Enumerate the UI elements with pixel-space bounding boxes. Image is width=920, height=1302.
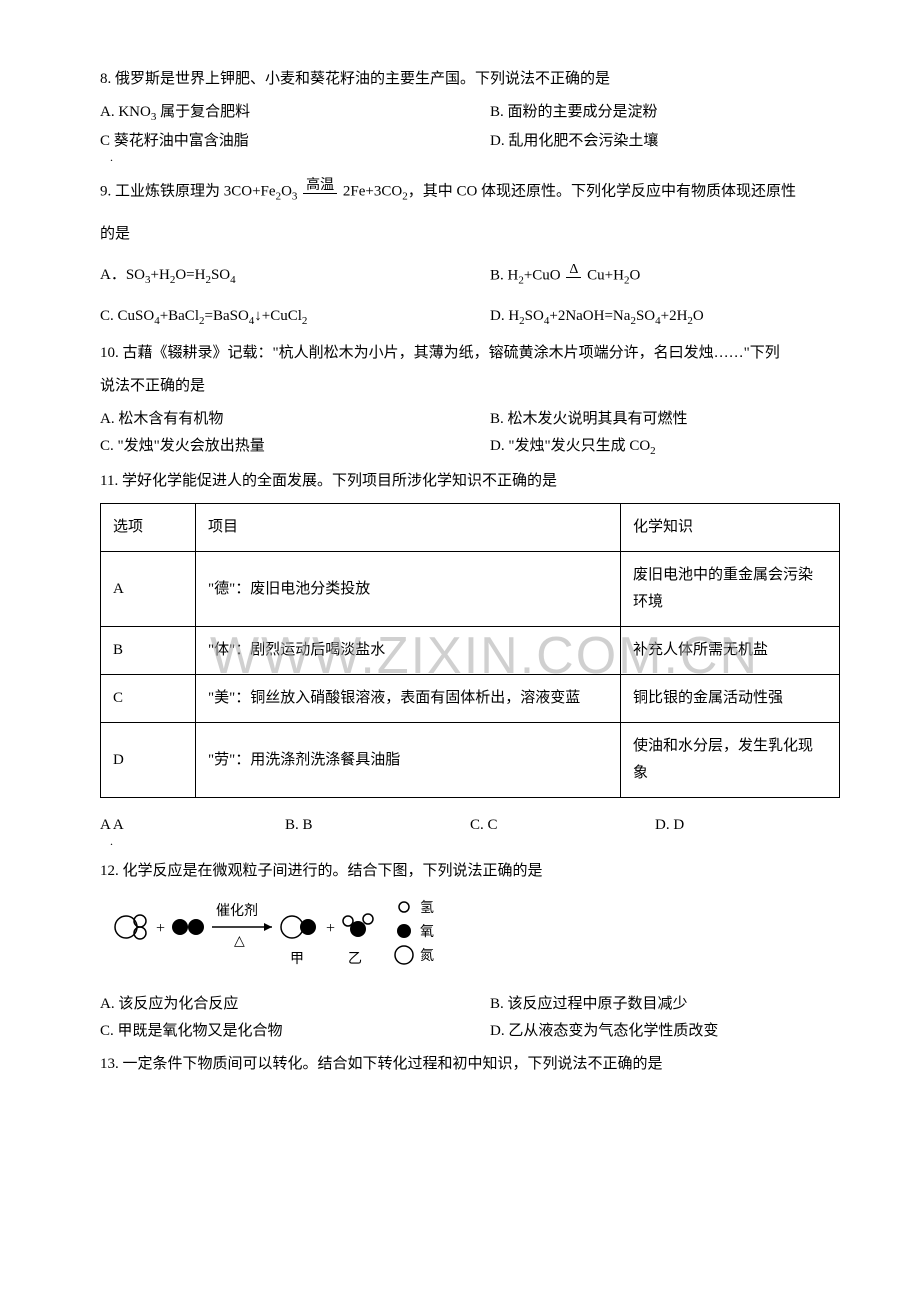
q8-stem: 8. 俄罗斯是世界上钾肥、小麦和葵花籽油的主要生产国。下列说法不正确的是 bbox=[100, 66, 840, 93]
q12-stem: 12. 化学反应是在微观粒子间进行的。结合下图，下列说法正确的是 bbox=[100, 858, 840, 885]
svg-text:氧: 氧 bbox=[420, 924, 434, 940]
q8-c-text: C 葵花籽油中富含油脂 bbox=[100, 133, 249, 149]
table-row: A "德"：废旧电池分类投放 废旧电池中的重金属会污染环境 bbox=[101, 552, 840, 627]
q9b-l: B. H bbox=[490, 268, 518, 284]
q8-c-dot: . bbox=[110, 155, 490, 160]
label-jia: 甲 bbox=[290, 952, 304, 967]
q9-s2: 3 bbox=[292, 190, 298, 202]
q10-opt-c: C. "发烛"发火会放出热量 bbox=[100, 433, 490, 462]
q11a-dot: . bbox=[110, 839, 285, 844]
q11-r3c1: D bbox=[101, 723, 196, 798]
q9a-l: A．SO bbox=[100, 267, 145, 283]
q11-r0c2: "德"：废旧电池分类投放 bbox=[196, 552, 621, 627]
q9-opt-b: B. H2+CuO Δ Cu+H2O bbox=[490, 262, 840, 291]
q12-opt-b: B. 该反应过程中原子数目减少 bbox=[490, 991, 840, 1018]
table-row: 选项 项目 化学知识 bbox=[101, 504, 840, 552]
q11-opt-d: D. D bbox=[655, 812, 840, 844]
q9a-m2: O=H bbox=[175, 267, 205, 283]
q11-opt-a: A A . bbox=[100, 812, 285, 844]
q11-r1c2: "体"：剧烈运动后喝淡盐水 bbox=[196, 627, 621, 675]
q9c-s4: 2 bbox=[302, 315, 308, 327]
q12-opt-c: C. 甲既是氧化物又是化合物 bbox=[100, 1018, 490, 1045]
q11-stem: 11. 学好化学能促进人的全面发展。下列项目所涉化学知识不正确的是 bbox=[100, 468, 840, 495]
q10-stem1: 10. 古藉《辍耕录》记载："杭人削松木为小片，其薄为纸，镕硫黄涂木片项端分许，… bbox=[100, 340, 840, 367]
q11-r1c1: B bbox=[101, 627, 196, 675]
q11-opt-b: B. B bbox=[285, 812, 470, 844]
q9d-m3: SO bbox=[636, 308, 655, 324]
q13-stem: 13. 一定条件下物质间可以转化。结合如下转化过程和初中知识，下列说法不正确的是 bbox=[100, 1051, 840, 1078]
svg-text:氮: 氮 bbox=[420, 948, 434, 964]
q11-r2c3: 铜比银的金属活动性强 bbox=[621, 675, 840, 723]
q8-opt-d: D. 乱用化肥不会污染土壤 bbox=[490, 128, 840, 160]
q11-h2: 项目 bbox=[196, 504, 621, 552]
reaction-arrow-icon: 高温 bbox=[303, 178, 337, 206]
q9b-m2: Cu+H bbox=[587, 268, 624, 284]
q9-opt-c: C. CuSO4+BaCl2=BaSO4↓+CuCl2 bbox=[100, 303, 490, 332]
q11-r0c3: 废旧电池中的重金属会污染环境 bbox=[621, 552, 840, 627]
q9-stem: 9. 工业炼铁原理为 3CO+Fe2O3 高温 2Fe+3CO2，其中 CO 体… bbox=[100, 178, 840, 207]
q9a-m1: +H bbox=[151, 267, 170, 283]
q9c-m3: ↓+CuCl bbox=[254, 308, 302, 324]
q9d-m2: +2NaOH=Na bbox=[549, 308, 630, 324]
q9-opt-d: D. H2SO4+2NaOH=Na2SO4+2H2O bbox=[490, 303, 840, 332]
q11-r3c3: 使油和水分层，发生乳化现象 bbox=[621, 723, 840, 798]
q11-r2c2: "美"：铜丝放入硝酸银溶液，表面有固体析出，溶液变蓝 bbox=[196, 675, 621, 723]
q11-r0c1: A bbox=[101, 552, 196, 627]
q9-post: ，其中 CO 体现还原性。下列化学反应中有物质体现还原性 bbox=[408, 183, 796, 199]
q9d-l: D. H bbox=[490, 308, 519, 324]
q9a-s4: 4 bbox=[230, 274, 236, 286]
q9-m2: 2Fe+3CO bbox=[343, 183, 402, 199]
reaction-diagram-icon: + 催化剂 △ 甲 + 乙 氢 氧 氮 bbox=[104, 891, 484, 975]
svg-text:+: + bbox=[326, 920, 335, 937]
q9a-m3: SO bbox=[211, 267, 230, 283]
q10d-sub: 2 bbox=[650, 445, 656, 457]
svg-text:+: + bbox=[156, 920, 165, 937]
q9-frac-top: 高温 bbox=[303, 178, 337, 194]
q9-pre: 9. 工业炼铁原理为 3CO+Fe bbox=[100, 183, 276, 199]
q10d-pre: D. "发烛"发火只生成 CO bbox=[490, 438, 650, 454]
table-row: D "劳"：用洗涤剂洗涤餐具油脂 使油和水分层，发生乳化现象 bbox=[101, 723, 840, 798]
arrow-top-label: 催化剂 bbox=[216, 903, 258, 919]
q9d-m4: +2H bbox=[661, 308, 688, 324]
arrow-bot-label: △ bbox=[234, 934, 245, 949]
q11a-txt: A A bbox=[100, 817, 124, 833]
q9b-m1: +CuO bbox=[524, 268, 561, 284]
q10-opt-a: A. 松木含有有机物 bbox=[100, 406, 490, 433]
q11-h3: 化学知识 bbox=[621, 504, 840, 552]
q8-opt-b: B. 面粉的主要成分是淀粉 bbox=[490, 99, 840, 128]
q8-a-post: 属于复合肥料 bbox=[156, 104, 250, 120]
q12-opt-a: A. 该反应为化合反应 bbox=[100, 991, 490, 1018]
q9-frac-bot bbox=[303, 194, 337, 206]
q9c-m1: +BaCl bbox=[160, 308, 199, 324]
q10-opt-d: D. "发烛"发火只生成 CO2 bbox=[490, 433, 840, 462]
q9-m1: O bbox=[281, 183, 292, 199]
q9b-delta: Δ bbox=[566, 262, 581, 278]
q9d-m1: SO bbox=[525, 308, 544, 324]
q9d-m5: O bbox=[693, 308, 704, 324]
q9c-l: C. CuSO bbox=[100, 308, 154, 324]
q12-diagram: + 催化剂 △ 甲 + 乙 氢 氧 氮 bbox=[104, 891, 840, 985]
table-row: C "美"：铜丝放入硝酸银溶液，表面有固体析出，溶液变蓝 铜比银的金属活动性强 bbox=[101, 675, 840, 723]
delta-arrow-icon: Δ bbox=[566, 262, 581, 290]
label-yi: 乙 bbox=[348, 951, 362, 967]
q11-r1c3: 补充人体所需无机盐 bbox=[621, 627, 840, 675]
q8-a-pre: A. KNO bbox=[100, 104, 151, 120]
q11-opt-c: C. C bbox=[470, 812, 655, 844]
q12-opt-d: D. 乙从液态变为气态化学性质改变 bbox=[490, 1018, 840, 1045]
q9-opt-a: A．SO3+H2O=H2SO4 bbox=[100, 262, 490, 291]
svg-text:氢: 氢 bbox=[420, 900, 434, 916]
q9c-m2: =BaSO bbox=[204, 308, 248, 324]
q8-opt-c: C 葵花籽油中富含油脂 . bbox=[100, 128, 490, 160]
q10-stem2: 说法不正确的是 bbox=[100, 373, 840, 400]
q9-stem-line2: 的是 bbox=[100, 221, 840, 248]
q11-table: 选项 项目 化学知识 A "德"：废旧电池分类投放 废旧电池中的重金属会污染环境… bbox=[100, 503, 840, 798]
q11-r2c1: C bbox=[101, 675, 196, 723]
q9b-m3: O bbox=[629, 268, 640, 284]
q10-opt-b: B. 松木发火说明其具有可燃性 bbox=[490, 406, 840, 433]
q11-r3c2: "劳"：用洗涤剂洗涤餐具油脂 bbox=[196, 723, 621, 798]
table-row: B "体"：剧烈运动后喝淡盐水 补充人体所需无机盐 bbox=[101, 627, 840, 675]
q8-opt-a: A. KNO3 属于复合肥料 bbox=[100, 99, 490, 128]
q9b-bot bbox=[566, 278, 581, 290]
q11-h1: 选项 bbox=[101, 504, 196, 552]
